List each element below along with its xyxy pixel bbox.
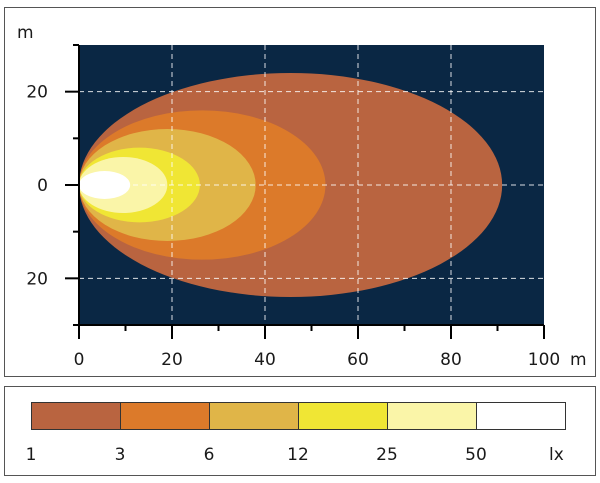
x-tick-label: 100 xyxy=(528,350,560,370)
x-tick-label: 40 xyxy=(254,350,276,370)
x-axis-unit-label: m xyxy=(570,350,587,370)
x-tick-label: 0 xyxy=(74,350,85,370)
legend-label: 25 xyxy=(376,445,398,465)
legend-swatch-6lx xyxy=(209,402,299,430)
y-tick-label: 0 xyxy=(37,176,48,196)
x-axis-tick-labels: 0 20 40 60 80 100 xyxy=(74,350,561,370)
legend-label: 12 xyxy=(287,445,309,465)
axes xyxy=(65,44,545,339)
legend-swatch-12lx xyxy=(298,402,388,430)
legend-swatch-50lx xyxy=(476,402,566,430)
y-tick-label: 20 xyxy=(26,83,48,103)
legend-panel-frame xyxy=(4,386,596,476)
y-axis-ticks xyxy=(65,44,79,326)
x-tick-label: 80 xyxy=(440,350,462,370)
legend-swatch-1lx xyxy=(31,402,121,430)
legend-unit-label: lx xyxy=(549,445,564,465)
y-axis-unit-label: m xyxy=(17,23,34,43)
x-tick-label: 20 xyxy=(161,350,183,370)
isolux-contour-50lx xyxy=(79,171,131,199)
x-axis-ticks xyxy=(78,325,545,339)
legend-swatch-3lx xyxy=(120,402,210,430)
plot-area xyxy=(79,45,544,325)
grid-lines xyxy=(79,45,544,325)
legend-labels: 1 3 6 12 25 50 xyxy=(26,445,487,465)
y-axis-tick-labels: 20 0 20 xyxy=(26,83,48,290)
legend-label: 1 xyxy=(26,445,37,465)
legend-swatch-25lx xyxy=(387,402,477,430)
y-tick-label: 20 xyxy=(26,269,48,289)
x-tick-label: 60 xyxy=(347,350,369,370)
legend-color-bar xyxy=(31,402,566,430)
legend-label: 6 xyxy=(204,445,215,465)
legend-label: 50 xyxy=(465,445,487,465)
legend-label: 3 xyxy=(115,445,126,465)
